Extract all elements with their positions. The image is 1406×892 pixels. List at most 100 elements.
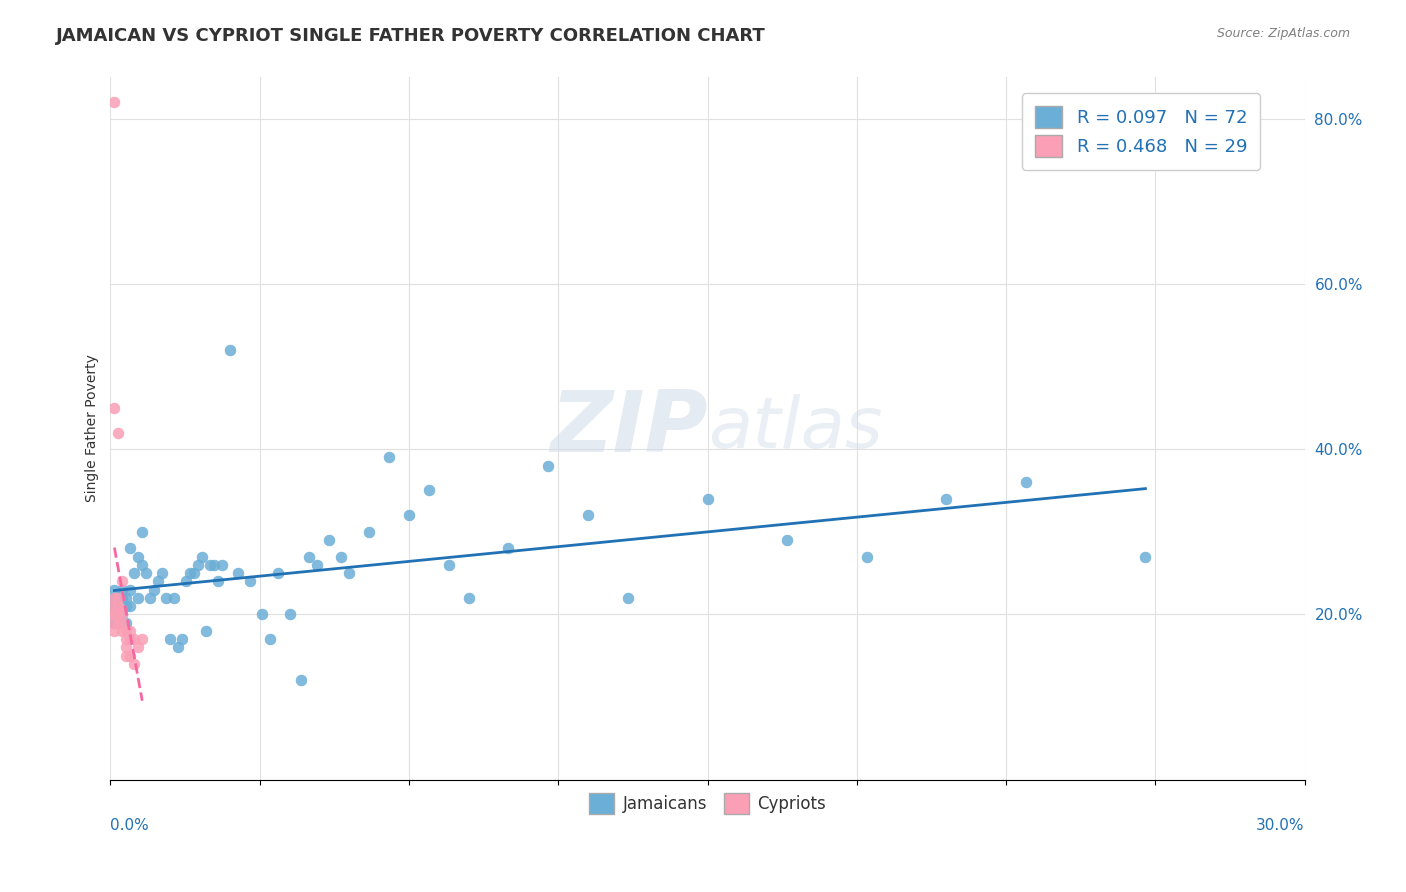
Point [111,607,134,622]
Point [278,607,301,622]
Point [776,533,799,547]
Point [124,657,146,671]
Point [127,640,149,655]
Point [170,632,193,647]
Point [457,591,479,605]
Point [120,648,142,663]
Point [127,549,149,564]
Point [266,566,288,580]
Point [226,566,249,580]
Point [191,549,214,564]
Point [103,591,125,605]
Legend: Jamaicans, Cypriots: Jamaicans, Cypriots [582,787,832,821]
Point [139,591,162,605]
Point [107,599,129,614]
Point [537,458,560,473]
Point [107,607,129,622]
Point [103,591,125,605]
Point [437,558,460,572]
Point [115,640,138,655]
Point [107,599,129,614]
Point [211,558,233,572]
Point [337,566,360,580]
Point [159,632,181,647]
Point [107,591,129,605]
Point [330,549,353,564]
Point [124,632,146,647]
Point [115,648,138,663]
Point [418,483,440,498]
Point [120,541,142,556]
Point [179,566,201,580]
Point [103,599,125,614]
Point [115,632,138,647]
Text: 0.0%: 0.0% [111,818,149,833]
Point [696,491,718,506]
Point [194,624,217,638]
Text: 30.0%: 30.0% [1256,818,1305,833]
Point [617,591,640,605]
Point [103,624,125,638]
Point [174,574,197,589]
Point [935,491,957,506]
Point [163,591,186,605]
Point [131,524,153,539]
Point [103,615,125,630]
Point [307,558,329,572]
Point [207,574,229,589]
Point [124,566,146,580]
Point [183,566,205,580]
Point [202,558,225,572]
Point [115,624,138,638]
Point [120,582,142,597]
Text: ZIP: ZIP [550,387,707,470]
Point [250,607,273,622]
Point [120,632,142,647]
Point [143,582,166,597]
Point [111,582,134,597]
Point [103,582,125,597]
Point [198,558,221,572]
Point [576,508,599,523]
Point [107,591,129,605]
Point [111,624,134,638]
Point [115,599,138,614]
Point [1135,549,1157,564]
Point [107,425,129,440]
Point [378,450,401,465]
Point [107,615,129,630]
Point [398,508,420,523]
Point [498,541,520,556]
Point [359,524,381,539]
Point [120,624,142,638]
Point [103,607,125,622]
Point [148,574,170,589]
Point [115,591,138,605]
Point [103,95,125,110]
Point [150,566,173,580]
Point [135,566,157,580]
Point [103,607,125,622]
Point [107,615,129,630]
Point [187,558,209,572]
Text: Source: ZipAtlas.com: Source: ZipAtlas.com [1216,27,1350,40]
Point [127,591,149,605]
Point [111,607,134,622]
Point [103,607,125,622]
Point [103,615,125,630]
Point [111,574,134,589]
Point [167,640,190,655]
Point [131,558,153,572]
Point [239,574,262,589]
Text: JAMAICAN VS CYPRIOT SINGLE FATHER POVERTY CORRELATION CHART: JAMAICAN VS CYPRIOT SINGLE FATHER POVERT… [56,27,766,45]
Point [111,615,134,630]
Point [855,549,877,564]
Point [155,591,177,605]
Y-axis label: Single Father Poverty: Single Father Poverty [86,355,100,502]
Point [107,607,129,622]
Point [298,549,321,564]
Point [107,599,129,614]
Point [1015,475,1038,490]
Text: atlas: atlas [707,394,882,463]
Point [111,591,134,605]
